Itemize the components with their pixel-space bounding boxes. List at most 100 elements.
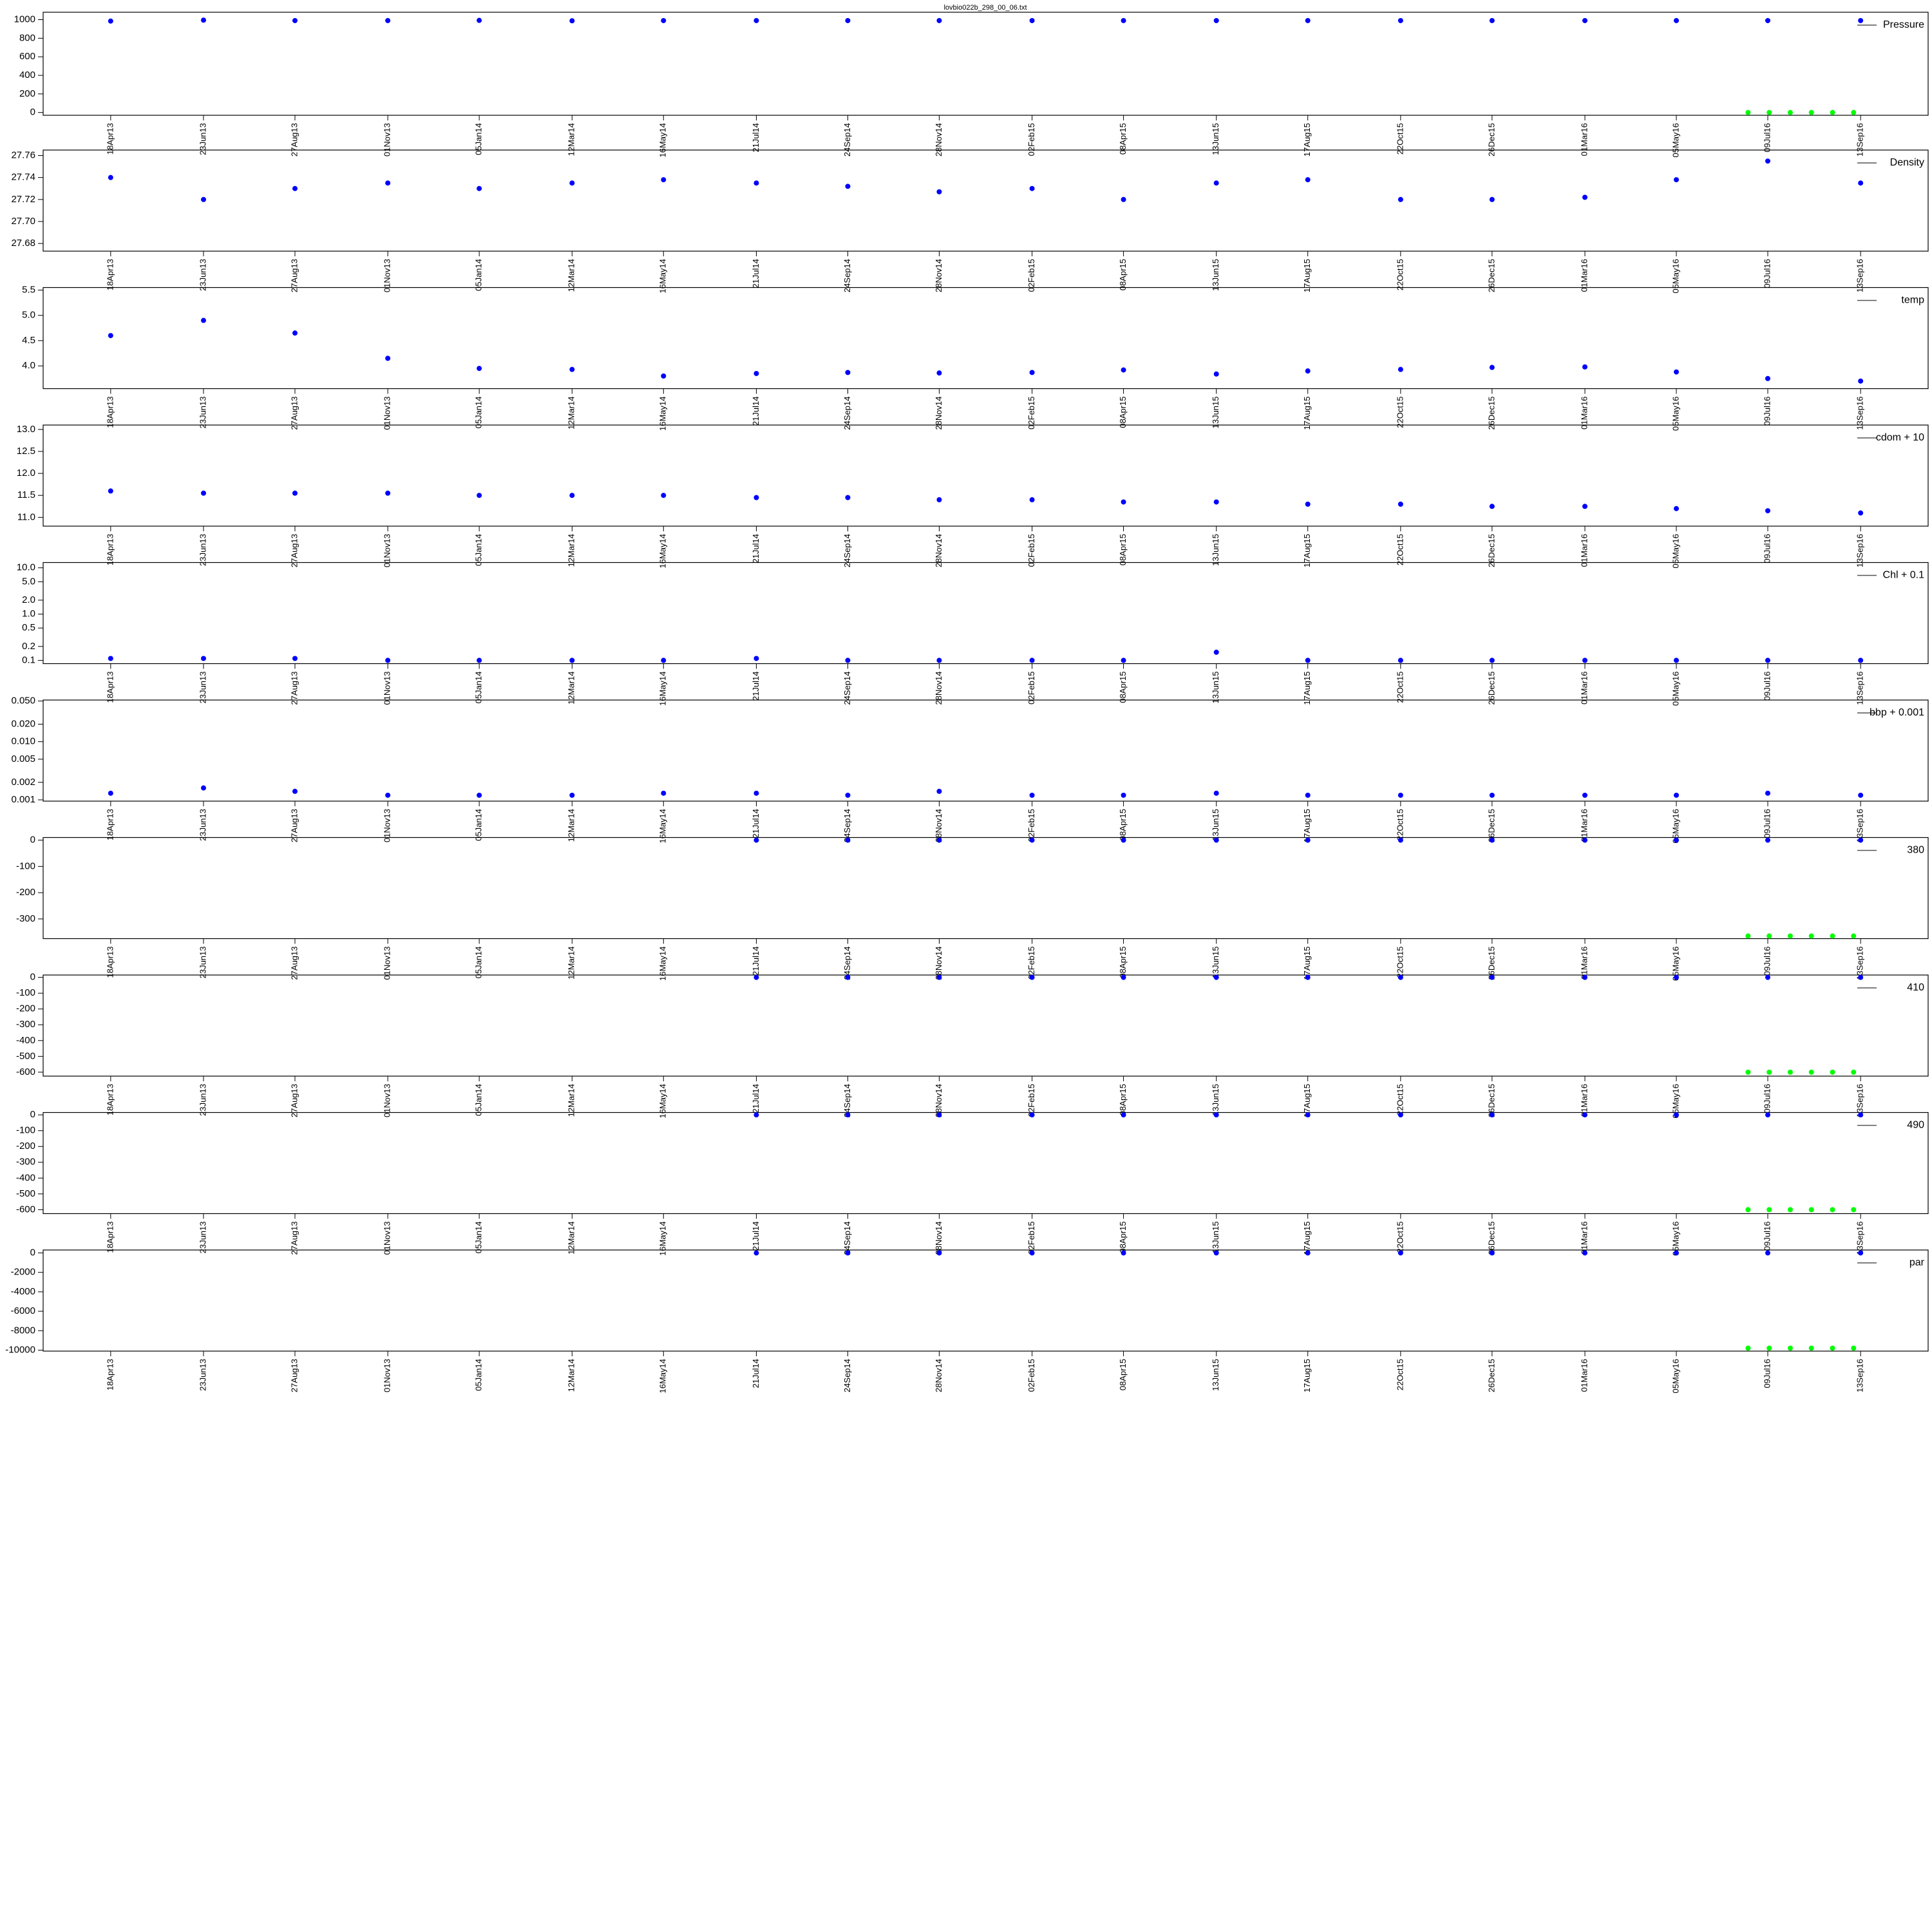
y-tick-label: 400 (19, 70, 35, 80)
data-point (1121, 499, 1126, 505)
data-point (1830, 1069, 1835, 1075)
data-point (936, 497, 942, 503)
x-tick-label: 17Aug15 (1302, 672, 1312, 705)
y-tick-label: -500 (16, 1050, 35, 1061)
data-point (108, 656, 113, 661)
x-tick-label: 21Jul14 (751, 809, 761, 838)
x-tick-label: 27Aug13 (289, 809, 299, 842)
x-tick-label: 22Oct15 (1395, 1359, 1405, 1390)
x-tick-label: 05May16 (1671, 672, 1680, 706)
data-point (1765, 508, 1770, 514)
data-point (1765, 790, 1770, 796)
data-point (1765, 974, 1770, 980)
y-tick-label: 4.0 (22, 360, 35, 371)
x-tick-label: 13Sep16 (1855, 259, 1865, 292)
data-point (108, 175, 113, 180)
x-tick-label: 01Nov13 (383, 534, 392, 567)
x-tick-label: 05Jan14 (474, 1222, 484, 1254)
data-point (1851, 109, 1857, 115)
x-tick-label: 27Aug13 (289, 672, 299, 705)
data-point (1808, 933, 1814, 939)
data-point (845, 974, 851, 980)
data-point (845, 1250, 851, 1256)
x-tick-label: 13Sep16 (1855, 123, 1865, 156)
x-tick-label: 13Sep16 (1855, 534, 1865, 567)
x-tick-label: 22Oct15 (1395, 534, 1405, 565)
data-point (845, 792, 851, 798)
x-tick-label: 09Jul16 (1762, 947, 1772, 976)
data-point (1489, 365, 1495, 370)
x-tick-label: 16May14 (658, 1222, 668, 1256)
data-point (1397, 1250, 1403, 1256)
data-point (201, 17, 207, 23)
data-point (1830, 933, 1835, 939)
x-tick-label: 01Nov13 (383, 123, 392, 156)
data-point (1830, 1207, 1835, 1213)
y-tick-label: 12.0 (17, 468, 35, 478)
data-point (108, 790, 113, 796)
x-tick-label: 26Dec15 (1486, 947, 1496, 980)
legend-label: 490 (1907, 1120, 1924, 1131)
data-point (1582, 792, 1588, 798)
x-tick-label: 26Dec15 (1486, 534, 1496, 567)
x-tick-label: 22Oct15 (1395, 809, 1405, 840)
x-tick-label: 16May14 (658, 123, 668, 157)
x-tick-label: 05May16 (1671, 259, 1680, 293)
y-tick-label: -400 (16, 1035, 35, 1046)
chart-title: lovbio022b_298_00_06.txt (943, 4, 1027, 12)
data-point (1397, 837, 1403, 843)
x-tick-label: 02Feb15 (1027, 672, 1036, 705)
data-point (1787, 1345, 1793, 1351)
x-tick-label: 22Oct15 (1395, 1084, 1405, 1115)
y-tick-label: 0.050 (11, 696, 35, 706)
x-tick-label: 18Apr13 (105, 259, 115, 290)
data-point (1582, 17, 1588, 23)
x-tick-label: 13Jun15 (1211, 397, 1220, 429)
x-tick-label: 01Nov13 (383, 259, 392, 292)
data-point (1808, 1207, 1814, 1213)
x-tick-label: 24Sep14 (842, 259, 852, 292)
data-point (1745, 109, 1751, 115)
x-tick-label: 28Nov14 (934, 397, 943, 430)
y-tick-label: 5.0 (22, 576, 35, 587)
data-point (1029, 792, 1035, 798)
y-tick-label: 12.5 (17, 446, 35, 457)
x-tick-label: 08Apr15 (1118, 947, 1128, 978)
data-point (569, 493, 575, 498)
plot-frame (43, 699, 1929, 802)
data-point (1213, 649, 1219, 655)
x-tick-label: 17Aug15 (1302, 1222, 1312, 1255)
data-point (1674, 506, 1680, 511)
y-tick-label: 0 (30, 972, 35, 983)
x-tick-label: 18Apr13 (105, 1359, 115, 1390)
data-point (1489, 196, 1495, 202)
data-point (1305, 177, 1311, 183)
data-point (569, 658, 575, 663)
data-point (753, 837, 759, 843)
data-point (1745, 933, 1751, 939)
x-tick-label: 16May14 (658, 809, 668, 843)
y-tick-label: 0 (30, 1247, 35, 1258)
data-point (1213, 17, 1219, 23)
data-point (1858, 378, 1864, 384)
data-point (477, 658, 482, 663)
data-point (753, 370, 759, 376)
y-tick-label: 0 (30, 835, 35, 846)
x-tick-label: 26Dec15 (1486, 1359, 1496, 1392)
data-point (477, 185, 482, 191)
data-point (936, 17, 942, 23)
data-point (1766, 933, 1772, 939)
data-point (753, 790, 759, 796)
x-tick-label: 16May14 (658, 534, 668, 568)
y-tick-label: -100 (16, 987, 35, 998)
x-tick-label: 24Sep14 (842, 534, 852, 567)
plot-frame (43, 424, 1929, 527)
data-point (661, 790, 667, 796)
x-tick-label: 23Jun13 (198, 1359, 207, 1391)
data-point (1213, 499, 1219, 505)
data-point (1858, 837, 1864, 843)
x-tick-label: 28Nov14 (934, 809, 943, 842)
data-point (1029, 1250, 1035, 1256)
data-point (845, 17, 851, 23)
